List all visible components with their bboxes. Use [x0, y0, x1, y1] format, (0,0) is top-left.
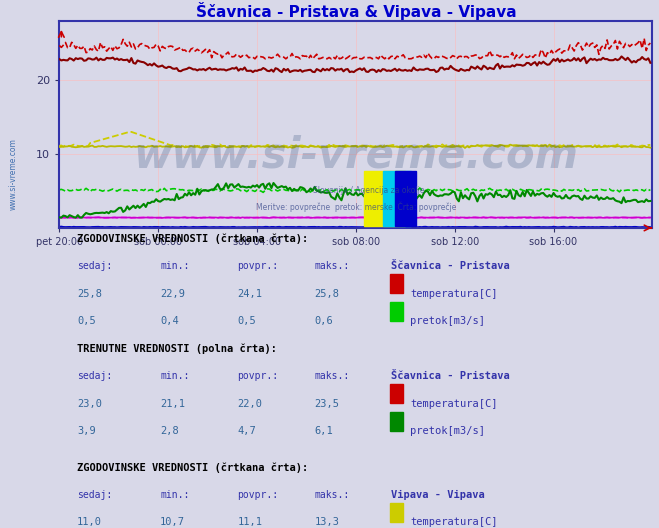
Bar: [383, 171, 411, 227]
Text: 25,8: 25,8: [314, 289, 339, 299]
Bar: [390, 274, 403, 293]
Text: pretok[m3/s]: pretok[m3/s]: [411, 316, 486, 326]
Bar: [395, 171, 416, 227]
Text: 21,1: 21,1: [160, 399, 185, 409]
Text: sedaj:: sedaj:: [77, 371, 112, 381]
Text: 0,6: 0,6: [314, 316, 333, 326]
Bar: [390, 384, 403, 403]
Text: maks.:: maks.:: [314, 371, 349, 381]
Text: povpr.:: povpr.:: [237, 490, 278, 500]
Text: 25,8: 25,8: [77, 289, 102, 299]
Text: pretok[m3/s]: pretok[m3/s]: [411, 426, 486, 436]
Text: 24,1: 24,1: [237, 289, 262, 299]
Text: Ščavnica - Pristava: Ščavnica - Pristava: [391, 371, 510, 381]
Text: temperatura[C]: temperatura[C]: [411, 289, 498, 299]
Text: 23,0: 23,0: [77, 399, 102, 409]
Text: www.si-vreme.com: www.si-vreme.com: [133, 135, 579, 176]
Text: temperatura[C]: temperatura[C]: [411, 399, 498, 409]
Text: sedaj:: sedaj:: [77, 490, 112, 500]
Text: min.:: min.:: [160, 371, 190, 381]
Text: 10,7: 10,7: [160, 517, 185, 527]
Bar: [364, 171, 405, 227]
Text: temperatura[C]: temperatura[C]: [411, 517, 498, 527]
Text: TRENUTNE VREDNOSTI (polna črta):: TRENUTNE VREDNOSTI (polna črta):: [77, 344, 277, 354]
Text: 0,4: 0,4: [160, 316, 179, 326]
Text: 23,5: 23,5: [314, 399, 339, 409]
Text: 0,5: 0,5: [77, 316, 96, 326]
Bar: [390, 301, 403, 320]
Text: www.si-vreme.com: www.si-vreme.com: [9, 138, 18, 210]
Text: 4,7: 4,7: [237, 426, 256, 436]
Text: Meritve: povprečne  pretok: merske  Črta: povprečje: Meritve: povprečne pretok: merske Črta: …: [256, 202, 456, 212]
Bar: [390, 503, 403, 522]
Bar: [390, 412, 403, 430]
Text: maks.:: maks.:: [314, 261, 349, 271]
Text: sedaj:: sedaj:: [77, 261, 112, 271]
Text: 11,1: 11,1: [237, 517, 262, 527]
Text: 22,9: 22,9: [160, 289, 185, 299]
Text: min.:: min.:: [160, 490, 190, 500]
Text: Slovenija / Agencija za okolje: Slovenija / Agencija za okolje: [313, 186, 425, 195]
Text: 13,3: 13,3: [314, 517, 339, 527]
Text: Ščavnica - Pristava: Ščavnica - Pristava: [391, 261, 510, 271]
Text: 11,0: 11,0: [77, 517, 102, 527]
Text: povpr.:: povpr.:: [237, 371, 278, 381]
Text: povpr.:: povpr.:: [237, 261, 278, 271]
Title: Ščavnica - Pristava & Vipava - Vipava: Ščavnica - Pristava & Vipava - Vipava: [196, 2, 516, 20]
Text: maks.:: maks.:: [314, 490, 349, 500]
Text: 6,1: 6,1: [314, 426, 333, 436]
Text: 0,5: 0,5: [237, 316, 256, 326]
Text: 22,0: 22,0: [237, 399, 262, 409]
Text: 2,8: 2,8: [160, 426, 179, 436]
Text: 3,9: 3,9: [77, 426, 96, 436]
Text: min.:: min.:: [160, 261, 190, 271]
Text: Vipava - Vipava: Vipava - Vipava: [391, 490, 485, 500]
Text: ZGODOVINSKE VREDNOSTI (črtkana črta):: ZGODOVINSKE VREDNOSTI (črtkana črta):: [77, 234, 308, 244]
Text: ZGODOVINSKE VREDNOSTI (črtkana črta):: ZGODOVINSKE VREDNOSTI (črtkana črta):: [77, 463, 308, 473]
